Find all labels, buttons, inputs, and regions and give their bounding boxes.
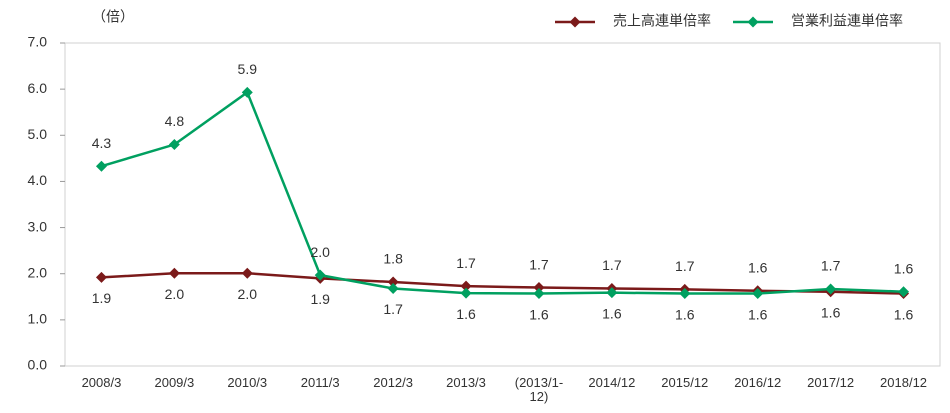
data-label: 5.9	[238, 61, 258, 77]
legend-marker	[747, 16, 759, 28]
data-label: 4.8	[165, 113, 185, 129]
marker	[387, 276, 399, 288]
marker	[387, 282, 399, 294]
marker	[825, 283, 837, 295]
marker	[168, 139, 180, 151]
marker	[168, 267, 180, 279]
x-tick-label: 2008/3	[81, 375, 122, 390]
marker	[95, 271, 107, 283]
data-label: 1.7	[383, 301, 403, 317]
x-tick-label: 2011/3	[300, 375, 340, 390]
marker	[533, 288, 545, 300]
data-label: 1.7	[675, 258, 695, 274]
legend-marker	[569, 16, 581, 28]
legend-label: 営業利益連単倍率	[791, 13, 903, 29]
plot-border	[64, 42, 941, 367]
y-tick-label: 2.0	[28, 264, 48, 280]
data-label: 1.6	[602, 305, 622, 321]
marker	[533, 282, 545, 294]
y-tick-label: 3.0	[28, 218, 48, 234]
y-tick-label: 4.0	[28, 172, 48, 188]
data-label: 1.6	[748, 259, 768, 275]
marker	[95, 160, 107, 172]
data-label: 1.7	[602, 257, 622, 273]
marker	[606, 287, 618, 299]
x-tick-label: 2013/3	[446, 375, 486, 390]
x-tick-label: (2013/1-12)	[514, 375, 564, 404]
data-label: 2.0	[310, 244, 330, 260]
x-tick-label: 2010/3	[227, 375, 268, 390]
data-label: 1.8	[383, 251, 403, 267]
data-label: 1.7	[456, 255, 476, 271]
data-label: 1.7	[529, 256, 549, 272]
series-line	[101, 272, 904, 295]
legend-label: 売上高連単倍率	[613, 13, 711, 29]
x-tick-label: 2018/12	[880, 375, 928, 390]
x-tick-label: 2016/12	[734, 375, 782, 390]
data-label: 1.9	[310, 291, 330, 307]
y-tick-label: 0.0	[28, 357, 48, 373]
data-label: 1.6	[894, 260, 914, 276]
marker	[679, 288, 691, 300]
unit-label: （倍）	[92, 9, 134, 25]
data-label: 1.6	[821, 304, 841, 320]
x-tick-label: 2015/12	[661, 375, 709, 390]
y-tick-label: 5.0	[28, 126, 48, 142]
data-label: 1.7	[821, 258, 841, 274]
marker	[460, 287, 472, 299]
x-tick-label: 2012/3	[373, 375, 413, 390]
y-tick-label: 1.0	[28, 311, 48, 327]
marker	[241, 86, 253, 98]
data-label: 2.0	[238, 286, 258, 302]
y-tick-label: 6.0	[28, 80, 48, 96]
x-tick-label: 2017/12	[807, 375, 855, 390]
x-tick-label: 2014/12	[588, 375, 636, 390]
y-tick-label: 7.0	[28, 34, 48, 50]
series-line	[101, 90, 904, 295]
data-label: 1.6	[894, 306, 914, 322]
marker	[241, 267, 253, 279]
marker	[460, 280, 472, 292]
data-label: 1.6	[529, 306, 549, 322]
x-tick-label: 2009/3	[154, 375, 195, 390]
data-label: 2.0	[165, 286, 185, 302]
marker	[898, 286, 910, 298]
data-label: 1.6	[675, 306, 695, 322]
data-label: 4.3	[92, 135, 112, 151]
data-label: 1.6	[456, 306, 476, 322]
data-label: 1.6	[748, 306, 768, 322]
marker	[752, 288, 764, 300]
data-label: 1.9	[92, 290, 112, 306]
marker	[314, 269, 326, 281]
